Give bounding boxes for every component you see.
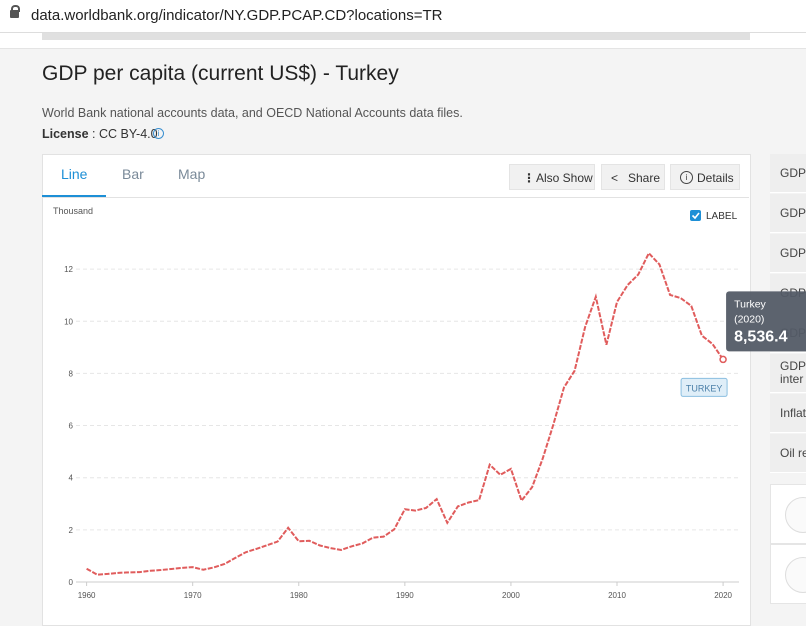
- button-label: Share: [628, 171, 661, 185]
- address-bar: [0, 0, 806, 33]
- unit-label: Thousand: [53, 206, 93, 216]
- y-tick-label: 12: [64, 265, 73, 274]
- y-tick-label: 10: [64, 317, 73, 326]
- active-tab-underline: [42, 195, 106, 197]
- x-tick-label: 2000: [502, 591, 520, 600]
- x-tick-label: 2010: [608, 591, 626, 600]
- tab-bar: Line Bar Map: [42, 154, 749, 198]
- sidebar-item[interactable]: Inflat: [770, 394, 806, 433]
- y-tick-label: 0: [69, 578, 74, 587]
- x-tick-label: 1980: [290, 591, 308, 600]
- license-value: : CC BY-4.0: [88, 127, 158, 141]
- check: [691, 212, 700, 220]
- license-label: License: [42, 127, 89, 141]
- y-tick-label: 8: [69, 369, 74, 378]
- x-tick-label: 2020: [714, 591, 732, 600]
- download-box[interactable]: [770, 484, 806, 544]
- lock-icon: [11, 5, 20, 12]
- tooltip-value: 8,536.4: [734, 328, 787, 345]
- tooltip-period: (2020): [734, 313, 764, 325]
- databank-box[interactable]: [770, 544, 806, 604]
- y-tick-label: 6: [69, 422, 74, 431]
- sidebar-item[interactable]: GDP: [770, 234, 806, 273]
- tab[interactable]: Line: [61, 166, 88, 182]
- page-title: GDP per capita (current US$) - Turkey: [42, 62, 399, 85]
- tab[interactable]: Bar: [122, 166, 144, 182]
- y-tick-label: 2: [69, 526, 74, 535]
- scroll-band: [42, 33, 750, 40]
- tooltip: [726, 291, 806, 352]
- sidebar-item[interactable]: GDP: [770, 154, 806, 193]
- label-checkbox[interactable]: [690, 210, 701, 221]
- x-tick-label: 1990: [396, 591, 414, 600]
- tooltip-name: Turkey: [734, 298, 766, 310]
- highlight-point: [719, 355, 727, 364]
- license: License : CC BY-4.0: [42, 127, 158, 141]
- x-tick-label: 1970: [184, 591, 202, 600]
- x-tick-label: 1960: [78, 591, 96, 600]
- tab[interactable]: Map: [178, 166, 206, 182]
- info-icon[interactable]: i: [153, 128, 164, 139]
- series-line: [86, 251, 724, 576]
- sidebar-item[interactable]: Oil re: [770, 434, 806, 473]
- button-label: Details: [697, 171, 734, 185]
- lock-icon: [10, 10, 19, 18]
- y-tick-label: 4: [69, 474, 74, 483]
- label-toggle[interactable]: LABEL: [706, 211, 738, 222]
- sidebar-item[interactable]: GDP inter: [770, 354, 806, 393]
- source-note: World Bank national accounts data, and O…: [42, 106, 463, 120]
- share-button[interactable]: < Share: [601, 164, 665, 190]
- url[interactable]: data.worldbank.org/indicator/NY.GDP.PCAP…: [31, 7, 443, 24]
- details-button[interactable]: i Details: [670, 164, 740, 190]
- button-label: Also Show: [536, 171, 593, 185]
- also-show-button[interactable]: ⋮ Also Show: [509, 164, 595, 190]
- series-label: TURKEY: [686, 383, 723, 393]
- sidebar-item[interactable]: GDP: [770, 194, 806, 233]
- chart-card: [42, 154, 751, 626]
- series-label-box: [680, 377, 728, 397]
